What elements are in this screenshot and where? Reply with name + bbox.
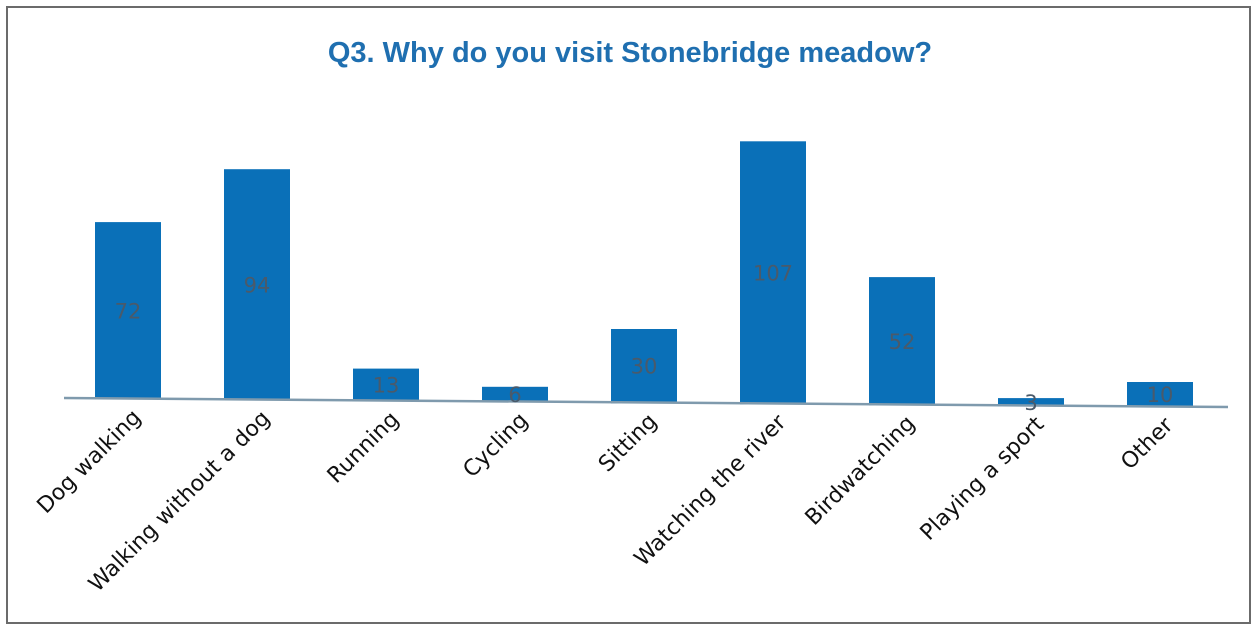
chart-frame xyxy=(6,6,1251,624)
category-label-8: Other xyxy=(1116,412,1179,475)
bar-1 xyxy=(224,169,290,401)
value-label-2: 13 xyxy=(373,374,400,398)
category-label-0: Dog walking xyxy=(33,405,147,519)
bar-6 xyxy=(869,277,935,406)
bar-2 xyxy=(353,368,419,402)
value-label-6: 52 xyxy=(889,330,916,354)
value-label-4: 30 xyxy=(631,355,658,379)
category-label-4: Sitting xyxy=(594,409,662,477)
value-label-7: 3 xyxy=(1024,391,1037,415)
category-label-3: Cycling xyxy=(459,408,534,483)
bars-group xyxy=(95,141,1193,408)
category-label-2: Running xyxy=(323,407,404,488)
bar-5 xyxy=(740,141,806,405)
value-label-3: 6 xyxy=(508,383,521,407)
value-label-1: 94 xyxy=(244,273,271,297)
value-label-5: 107 xyxy=(753,261,793,285)
category-label-7: Playing a sport xyxy=(916,412,1050,546)
bar-7 xyxy=(998,398,1064,407)
bar-4 xyxy=(611,329,677,404)
bar-8 xyxy=(1127,382,1193,408)
value-label-8: 10 xyxy=(1147,383,1174,407)
x-axis-line xyxy=(63,396,1229,409)
bar-3 xyxy=(482,386,548,403)
value-label-0: 72 xyxy=(115,299,142,323)
category-label-6: Birdwatching xyxy=(801,411,921,531)
bar-0 xyxy=(95,222,161,400)
chart-title: Q3. Why do you visit Stonebridge meadow? xyxy=(328,37,932,69)
value-labels-group: 72 94 13 6 30 107 52 3 10 xyxy=(115,261,1174,414)
